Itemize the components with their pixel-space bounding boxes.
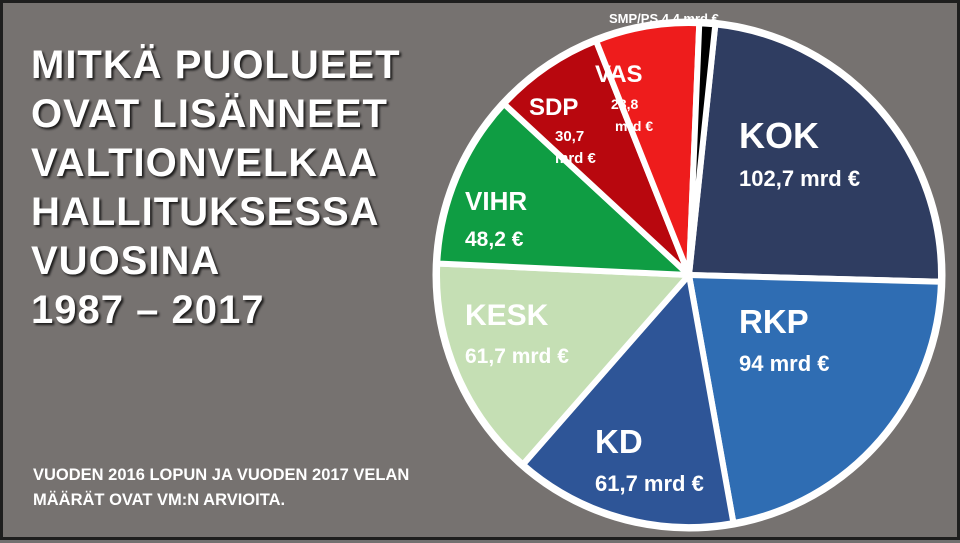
title-line: HALLITUKSESSA	[31, 190, 380, 234]
footnote-line: VUODEN 2016 LOPUN JA VUODEN 2017 VELAN	[33, 466, 410, 484]
slice-name-vihr: VIHR	[465, 186, 527, 216]
slice-name-sdp: SDP	[529, 94, 578, 121]
data-label-kd: 61,7 mrd €	[595, 471, 704, 496]
slice-name-vas: VAS	[595, 61, 643, 88]
data-label-rkp: 94 mrd €	[739, 351, 830, 376]
slice-name-rkp: RKP	[739, 303, 809, 340]
data-label-vas: 28,8	[611, 96, 638, 112]
title-line: OVAT LISÄNNEET	[31, 92, 388, 136]
footnote: VUODEN 2016 LOPUN JA VUODEN 2017 VELAN M…	[33, 463, 513, 513]
page-title: MITKÄ PUOLUEET OVAT LISÄNNEET VALTIONVEL…	[31, 41, 431, 335]
pie-chart: KOK 102,7 mrd € RKP 94 mrd € KD 61,7 mrd € KES…	[432, 11, 946, 532]
title-line: 1987 – 2017	[31, 288, 265, 332]
data-label-sdp: 30,7	[555, 128, 584, 145]
data-label-vihr: 48,2 €	[465, 228, 524, 251]
data-label-smp-ps: SMP/PS 4,4 mrd €	[609, 11, 719, 26]
title-line: MITKÄ PUOLUEET	[31, 43, 401, 87]
slice-name-kok: KOK	[739, 115, 819, 156]
pie-outline	[432, 18, 946, 532]
title-line: VALTIONVELKAA	[31, 141, 379, 185]
slice-name-kesk: KESK	[465, 299, 549, 332]
data-label-sdp: mrd €	[555, 150, 597, 167]
data-label-kesk: 61,7 mrd €	[465, 345, 569, 368]
footnote-line: MÄÄRÄT OVAT VM:N ARVIOITA.	[33, 491, 286, 509]
data-label-vas: mrd €	[615, 118, 653, 134]
slice-name-kd: KD	[595, 423, 643, 460]
data-label-kok: 102,7 mrd €	[739, 166, 860, 191]
title-line: VUOSINA	[31, 239, 221, 283]
